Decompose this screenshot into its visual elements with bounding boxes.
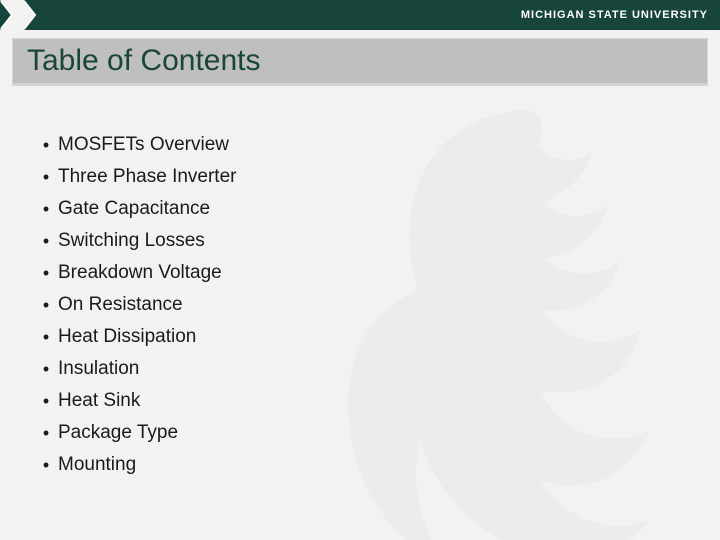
- bullet-text: MOSFETs Overview: [58, 132, 229, 158]
- title-bar: Table of Contents: [12, 38, 708, 84]
- list-item: •Mounting: [34, 452, 686, 478]
- bullet-text: Breakdown Voltage: [58, 260, 222, 286]
- bullet-icon: •: [34, 388, 58, 414]
- list-item: •MOSFETs Overview: [34, 132, 686, 158]
- bullet-icon: •: [34, 260, 58, 286]
- bullet-icon: •: [34, 292, 58, 318]
- bullet-text: Switching Losses: [58, 228, 205, 254]
- bullet-icon: •: [34, 164, 58, 190]
- chevron-icon: [0, 0, 36, 30]
- list-item: •Gate Capacitance: [34, 196, 686, 222]
- list-item: •Three Phase Inverter: [34, 164, 686, 190]
- slide-title: Table of Contents: [27, 44, 260, 78]
- list-item: •Breakdown Voltage: [34, 260, 686, 286]
- bullet-icon: •: [34, 196, 58, 222]
- list-item: •Heat Sink: [34, 388, 686, 414]
- bullet-text: On Resistance: [58, 292, 183, 318]
- bullet-icon: •: [34, 452, 58, 478]
- bullet-text: Heat Sink: [58, 388, 140, 414]
- bullet-text: Insulation: [58, 356, 139, 382]
- bullet-icon: •: [34, 324, 58, 350]
- bullet-icon: •: [34, 420, 58, 446]
- bullet-text: Heat Dissipation: [58, 324, 196, 350]
- bullet-text: Mounting: [58, 452, 136, 478]
- list-item: •Switching Losses: [34, 228, 686, 254]
- slide: MICHIGAN STATE UNIVERSITY Table of Conte…: [0, 0, 720, 540]
- body-content: •MOSFETs Overview•Three Phase Inverter•G…: [34, 132, 686, 484]
- list-item: •Insulation: [34, 356, 686, 382]
- bullet-text: Package Type: [58, 420, 178, 446]
- list-item: •Package Type: [34, 420, 686, 446]
- bullet-icon: •: [34, 132, 58, 158]
- list-item: •Heat Dissipation: [34, 324, 686, 350]
- bullet-text: Three Phase Inverter: [58, 164, 236, 190]
- bullet-icon: •: [34, 356, 58, 382]
- header-bar: MICHIGAN STATE UNIVERSITY: [0, 0, 720, 30]
- bullet-text: Gate Capacitance: [58, 196, 210, 222]
- list-item: •On Resistance: [34, 292, 686, 318]
- bullet-icon: •: [34, 228, 58, 254]
- university-name: MICHIGAN STATE UNIVERSITY: [521, 9, 708, 21]
